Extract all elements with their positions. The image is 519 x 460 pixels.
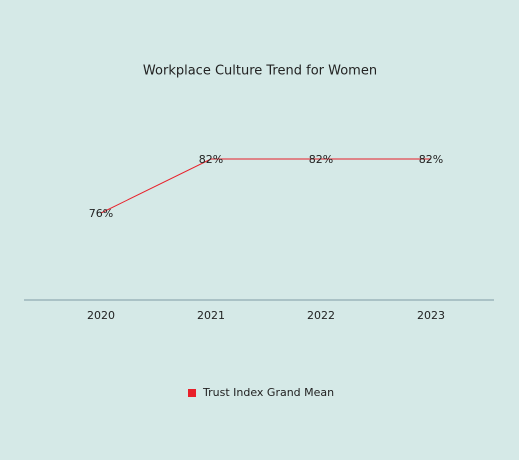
data-label: 82% bbox=[199, 153, 223, 166]
legend-swatch bbox=[188, 389, 196, 397]
data-label: 76% bbox=[89, 207, 113, 220]
data-label: 82% bbox=[309, 153, 333, 166]
x-tick-label: 2020 bbox=[87, 309, 115, 322]
legend-label: Trust Index Grand Mean bbox=[202, 386, 334, 399]
x-tick-label: 2021 bbox=[197, 309, 225, 322]
line bbox=[100, 158, 431, 214]
data-label: 82% bbox=[419, 153, 443, 166]
x-tick-label: 2023 bbox=[417, 309, 445, 322]
x-tick-label: 2022 bbox=[307, 309, 335, 322]
chart-title: Workplace Culture Trend for Women bbox=[143, 64, 377, 79]
